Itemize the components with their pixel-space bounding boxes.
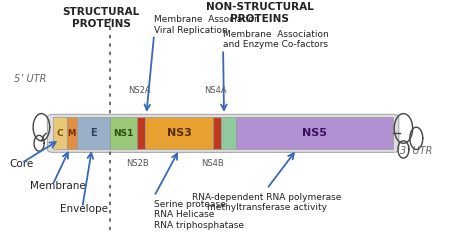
Bar	[77, 117, 110, 149]
Bar	[53, 117, 67, 149]
Text: NS2B: NS2B	[126, 159, 149, 168]
Bar	[67, 117, 77, 149]
Text: Serine protease
RNA Helicase
RNA triphosphatase: Serine protease RNA Helicase RNA triphos…	[154, 200, 244, 230]
Bar	[145, 117, 213, 149]
Text: 5’ UTR: 5’ UTR	[14, 74, 46, 84]
Text: Core: Core	[9, 159, 34, 169]
Text: E: E	[90, 128, 96, 138]
FancyBboxPatch shape	[47, 114, 398, 152]
Bar	[136, 117, 145, 149]
Text: M: M	[67, 129, 76, 138]
Text: NS4A: NS4A	[204, 86, 227, 95]
Text: NS4B: NS4B	[201, 159, 224, 168]
Bar	[110, 117, 136, 149]
Text: RNA-dependent RNA polymerase
methyltransferase activity: RNA-dependent RNA polymerase methyltrans…	[192, 193, 341, 212]
Text: STRUCTURAL
PROTEINS: STRUCTURAL PROTEINS	[62, 7, 140, 29]
Text: Membrane  Association
and Enzyme Co-factors: Membrane Association and Enzyme Co-facto…	[223, 30, 328, 49]
Text: NS1: NS1	[113, 129, 133, 138]
Text: Membrane: Membrane	[30, 182, 85, 191]
Bar	[221, 117, 235, 149]
Text: Membrane  Association
Viral Replication: Membrane Association Viral Replication	[154, 15, 259, 35]
Text: C: C	[56, 129, 63, 138]
Text: NON-STRUCTURAL
PROTEINS: NON-STRUCTURAL PROTEINS	[206, 2, 313, 24]
Text: NS2A: NS2A	[128, 86, 151, 95]
Bar	[235, 117, 392, 149]
Bar	[213, 117, 221, 149]
Text: Envelope: Envelope	[60, 204, 107, 214]
Text: NS3: NS3	[166, 128, 191, 138]
Text: NS5: NS5	[302, 128, 326, 138]
Text: 3’ UTR: 3’ UTR	[399, 146, 431, 156]
